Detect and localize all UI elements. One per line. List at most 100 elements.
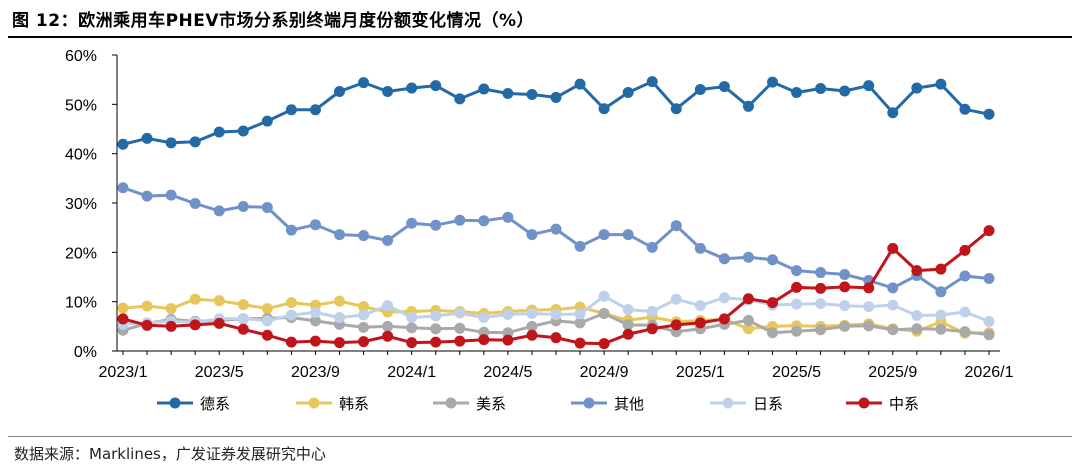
legend-label: 德系 bbox=[200, 395, 230, 413]
data-point bbox=[815, 298, 827, 310]
legend-label: 韩系 bbox=[339, 395, 369, 413]
data-point bbox=[887, 107, 899, 119]
data-point bbox=[358, 77, 370, 89]
data-point bbox=[117, 182, 129, 194]
data-point bbox=[598, 338, 610, 350]
data-point bbox=[815, 282, 827, 294]
y-tick-label: 50% bbox=[65, 97, 97, 114]
legend-item: 其他 bbox=[571, 395, 644, 413]
data-point bbox=[887, 282, 899, 294]
title-rule bbox=[8, 36, 1072, 38]
legend-swatch-marker bbox=[858, 397, 870, 409]
data-point bbox=[574, 308, 586, 320]
data-point bbox=[261, 115, 273, 127]
legend-swatch-marker bbox=[308, 397, 320, 409]
data-point bbox=[285, 224, 297, 236]
data-point bbox=[718, 253, 730, 265]
data-point bbox=[213, 317, 225, 329]
data-point bbox=[815, 83, 827, 95]
data-point bbox=[285, 104, 297, 116]
data-point bbox=[767, 76, 778, 88]
y-tick-label: 30% bbox=[65, 196, 97, 213]
data-point bbox=[622, 86, 634, 98]
data-point bbox=[165, 303, 177, 315]
data-point bbox=[694, 317, 706, 329]
legend-item: 韩系 bbox=[296, 395, 369, 413]
legend-label: 日系 bbox=[753, 395, 783, 413]
legend-item: 美系 bbox=[433, 395, 506, 413]
data-point bbox=[141, 300, 153, 312]
data-point bbox=[189, 136, 201, 148]
data-point bbox=[526, 320, 538, 332]
data-point bbox=[358, 309, 370, 321]
data-point bbox=[237, 200, 249, 212]
data-point bbox=[767, 327, 778, 339]
data-point bbox=[863, 301, 875, 313]
data-point bbox=[622, 328, 634, 340]
data-point bbox=[309, 335, 321, 347]
data-point bbox=[430, 219, 442, 231]
data-point bbox=[261, 315, 273, 327]
data-point bbox=[237, 312, 249, 324]
data-point bbox=[791, 86, 803, 98]
data-point bbox=[478, 215, 490, 227]
data-point bbox=[622, 319, 634, 331]
x-tick-label: 2025/1 bbox=[676, 364, 725, 381]
data-point bbox=[742, 314, 754, 326]
series-5 bbox=[117, 225, 995, 350]
data-point bbox=[117, 138, 129, 150]
legend-item: 德系 bbox=[157, 395, 230, 413]
data-point bbox=[574, 317, 586, 329]
data-point bbox=[742, 251, 754, 263]
y-tick-label: 20% bbox=[65, 245, 97, 262]
data-point bbox=[791, 298, 803, 310]
data-point bbox=[165, 320, 177, 332]
data-point bbox=[694, 300, 706, 312]
data-point bbox=[935, 78, 947, 90]
data-point bbox=[791, 325, 803, 337]
data-point bbox=[478, 334, 490, 346]
data-point bbox=[334, 295, 345, 307]
data-point bbox=[526, 329, 538, 341]
data-point bbox=[309, 307, 321, 319]
data-point bbox=[382, 234, 394, 246]
data-point bbox=[598, 229, 610, 241]
data-point bbox=[261, 303, 273, 315]
data-point bbox=[622, 229, 634, 241]
data-point bbox=[309, 219, 321, 231]
data-point bbox=[935, 263, 947, 275]
footer-rule bbox=[8, 436, 1072, 437]
data-point bbox=[935, 309, 947, 321]
data-point bbox=[959, 326, 971, 338]
data-point bbox=[117, 302, 129, 314]
data-point bbox=[598, 290, 610, 302]
data-point bbox=[742, 323, 754, 335]
data-point bbox=[839, 85, 851, 97]
data-point bbox=[646, 323, 658, 335]
data-point bbox=[959, 270, 971, 282]
data-point bbox=[622, 304, 634, 316]
data-point bbox=[237, 299, 249, 311]
data-point bbox=[406, 217, 418, 229]
data-point bbox=[430, 310, 442, 322]
data-point bbox=[983, 108, 995, 120]
data-point bbox=[117, 313, 129, 325]
data-point bbox=[911, 82, 923, 94]
data-point bbox=[646, 241, 658, 253]
x-tick-label: 2026/1 bbox=[965, 364, 1014, 381]
x-tick-label: 2023/5 bbox=[195, 364, 244, 381]
data-point bbox=[430, 80, 442, 92]
chart-legend: 德系 韩系 美系 其他 日系 中系 bbox=[157, 395, 919, 413]
data-point bbox=[911, 323, 923, 335]
chart-axes: 0% 10% 20% 30% 40% 50% 60% 2023/1 2023/5 2023/9 20… bbox=[65, 48, 1014, 381]
data-point bbox=[911, 265, 923, 277]
data-point bbox=[983, 329, 995, 341]
data-point bbox=[694, 84, 706, 96]
data-point bbox=[550, 332, 562, 344]
data-point bbox=[285, 297, 297, 309]
data-point bbox=[670, 103, 682, 115]
data-point bbox=[839, 320, 851, 332]
data-point bbox=[430, 336, 442, 348]
data-point bbox=[189, 197, 201, 209]
data-point bbox=[430, 323, 442, 335]
